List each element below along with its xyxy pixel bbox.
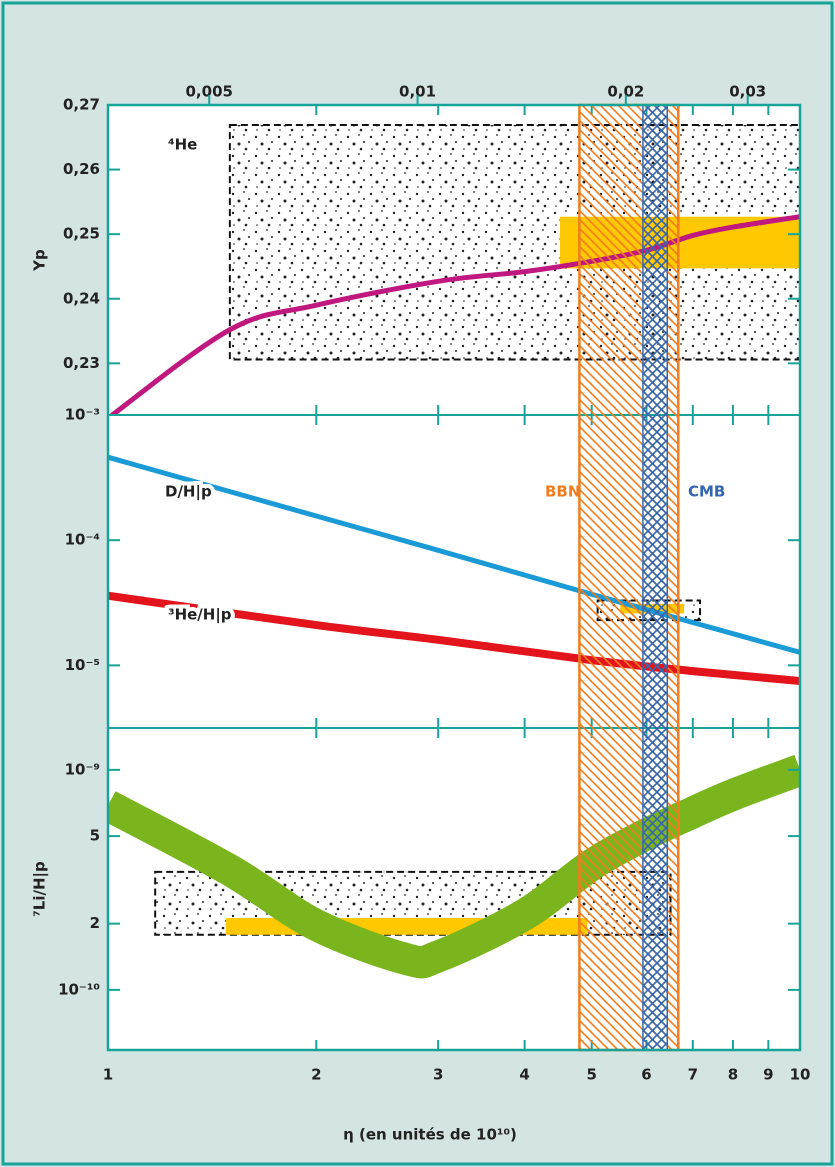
x-tick-label: 3 xyxy=(433,1066,443,1084)
region-band xyxy=(642,104,669,1051)
x-tick-label: 10 xyxy=(790,1066,811,1084)
x2-tick-label: 0,01 xyxy=(399,83,436,101)
y-tick-label: 10⁻⁹ xyxy=(65,760,100,778)
y-tick-label: 10⁻¹⁰ xyxy=(58,980,100,998)
x2-tick-label: 0,02 xyxy=(607,83,644,101)
y-tick-label: 10⁻⁵ xyxy=(65,656,100,674)
band-label: BBN xyxy=(545,483,580,501)
x-tick-label: 1 xyxy=(103,1066,113,1084)
y-tick-label: 10⁻⁴ xyxy=(65,531,100,549)
x2-tick-label: 0,03 xyxy=(729,83,766,101)
curve xyxy=(108,591,800,685)
x-tick-label: 2 xyxy=(311,1066,321,1084)
y-tick-label: 0,26 xyxy=(63,160,100,178)
x-axis-label: η (en unités de 10¹⁰) xyxy=(343,1126,517,1144)
x-tick-label: 5 xyxy=(586,1066,596,1084)
y-axis-label: Yp xyxy=(31,249,49,272)
y-tick-label: 0,23 xyxy=(63,354,100,372)
series-label: ³He/H|p xyxy=(168,606,232,625)
y-tick-label: 5 xyxy=(90,827,100,845)
series-label: D/H|p xyxy=(165,483,212,502)
x-tick-label: 8 xyxy=(728,1066,738,1084)
y-tick-label: 2 xyxy=(90,914,100,932)
x-tick-label: 4 xyxy=(519,1066,529,1084)
curve xyxy=(108,754,800,979)
y-tick-label: 0,27 xyxy=(63,96,100,114)
x-tick-label: 6 xyxy=(641,1066,651,1084)
x-tick-label: 7 xyxy=(688,1066,698,1084)
curve xyxy=(108,454,800,655)
annotation: ⁴He xyxy=(168,136,197,154)
y-tick-label: 0,25 xyxy=(63,225,100,243)
panel xyxy=(108,124,800,415)
x2-tick-label: 0,005 xyxy=(186,83,233,101)
band-label: CMB xyxy=(688,483,725,501)
y-axis-label: ⁷Li/H|p xyxy=(31,861,50,917)
curve xyxy=(108,214,800,415)
y-tick-label: 10⁻³ xyxy=(65,406,100,424)
plot-border xyxy=(106,103,802,1052)
y-tick-label: 0,24 xyxy=(63,289,100,307)
x-tick-label: 9 xyxy=(763,1066,773,1084)
